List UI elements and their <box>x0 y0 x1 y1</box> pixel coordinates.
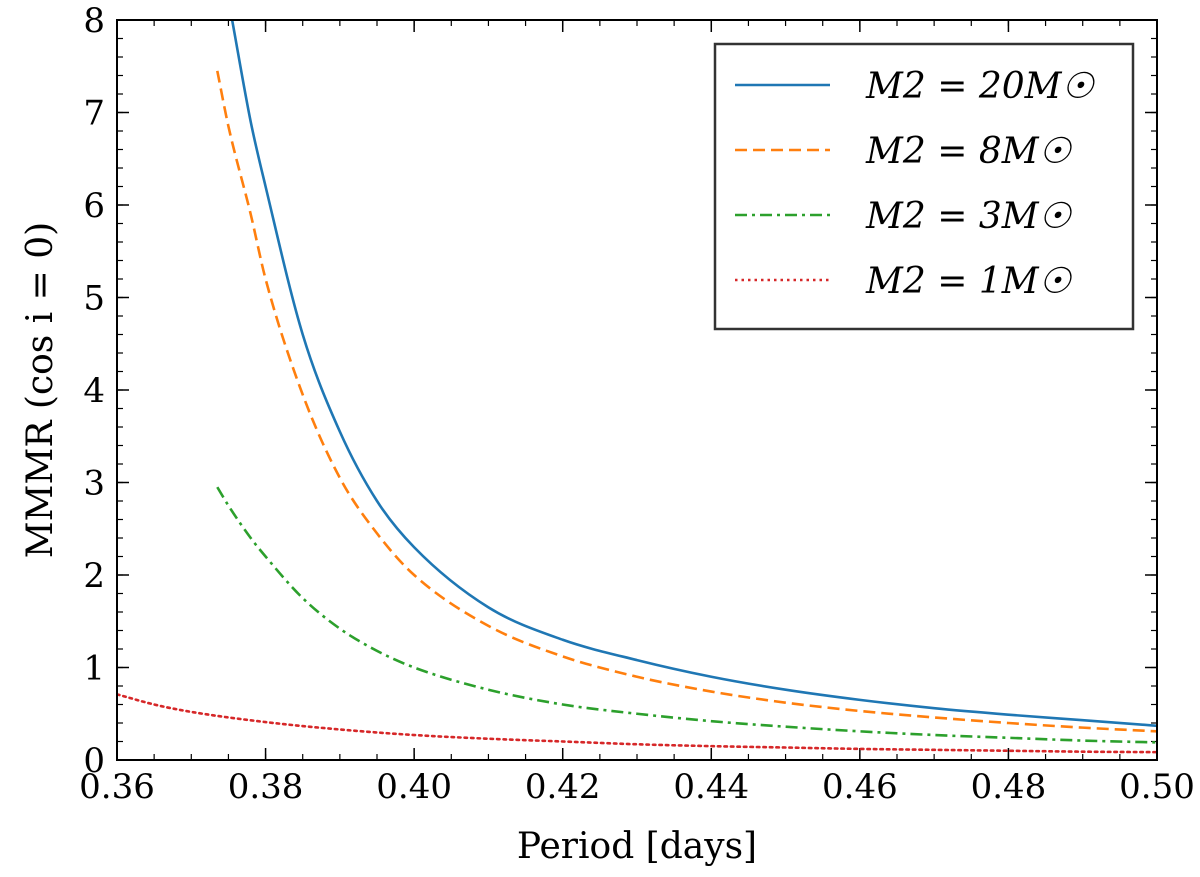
x-tick-label: 0.38 <box>228 767 304 807</box>
series-line-0 <box>230 20 1157 728</box>
x-tick-label: 0.44 <box>673 767 749 807</box>
x-axis-label: Period [days] <box>517 826 757 867</box>
legend-box <box>713 42 1135 331</box>
y-tick-label: 7 <box>83 94 105 134</box>
x-tick-label: 0.48 <box>971 767 1047 807</box>
y-tick-label: 4 <box>83 371 105 411</box>
series-line-1 <box>216 70 1157 733</box>
legend-label-1: M2 = 8M☉ <box>865 131 1073 172</box>
y-tick-label: 5 <box>83 279 105 319</box>
x-tick-label: 0.50 <box>1119 767 1195 807</box>
y-tick-label: 2 <box>83 556 105 596</box>
y-tick-label: 8 <box>83 1 105 41</box>
tick-labels: 0.36 0.38 0.40 0.42 0.44 0.46 0.48 0.50 0 1 2 3 4 5 6 7… <box>79 1 1195 807</box>
y-axis-label: MMMR (cos i = 0) <box>20 222 61 558</box>
series-line-2 <box>216 486 1157 744</box>
y-tick-label: 6 <box>83 186 105 226</box>
y-tick-label: 1 <box>83 649 105 689</box>
legend: M2 = 20M☉ M2 = 8M☉ M2 = 3M☉ M2 = 1M☉ <box>713 42 1135 331</box>
legend-label-3: M2 = 1M☉ <box>865 261 1073 302</box>
x-tick-label: 0.42 <box>525 767 601 807</box>
y-tick-label: 3 <box>83 464 105 504</box>
x-tick-label: 0.36 <box>79 767 155 807</box>
legend-label-0: M2 = 20M☉ <box>865 66 1095 107</box>
plot-frame <box>116 19 1158 761</box>
series-layer <box>117 20 1157 754</box>
legend-label-2: M2 = 3M☉ <box>865 196 1073 237</box>
x-tick-label: 0.40 <box>376 767 452 807</box>
series-line-3 <box>117 693 1157 754</box>
x-tick-label: 0.46 <box>822 767 898 807</box>
y-tick-label: 0 <box>83 741 105 781</box>
